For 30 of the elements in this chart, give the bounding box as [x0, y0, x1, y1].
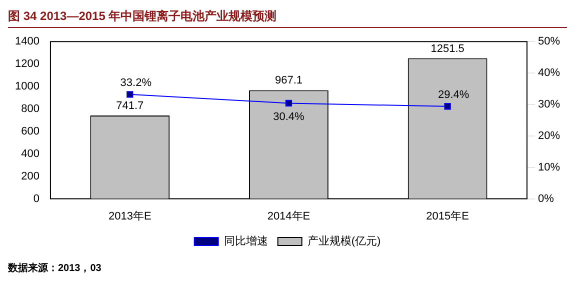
x-tick-label: 2014年E	[267, 210, 310, 222]
data-label: 1251.5	[430, 42, 464, 55]
y-tick-label: 0	[33, 192, 40, 205]
source-note: 数据来源：2013，03	[8, 262, 102, 275]
y2-tick-label: 50%	[538, 36, 560, 48]
y-tick-label: 600	[21, 125, 40, 138]
data-label: 33.2%	[120, 76, 152, 89]
y2-tick-label: 20%	[538, 130, 560, 142]
data-label: 30.4%	[273, 110, 305, 123]
y-tick-label: 200	[21, 170, 40, 182]
data-label: 29.4%	[438, 88, 470, 101]
x-tick-label: 2013年E	[108, 210, 152, 222]
point	[444, 103, 451, 110]
y2-tick-label: 40%	[538, 67, 560, 80]
point	[126, 91, 134, 98]
y-tick-label: 1200	[14, 58, 40, 70]
point	[285, 100, 292, 107]
y2-tick-label: 30%	[538, 98, 560, 111]
data-label: 967.1	[274, 74, 302, 87]
y-tick-label: 1000	[14, 80, 40, 93]
y2-tick-label: 0%	[538, 192, 554, 205]
legend-label: 产业规模(亿元)	[307, 234, 381, 248]
legend-label: 同比增速	[224, 234, 268, 248]
y-tick-label: 400	[21, 148, 40, 160]
chart-title: 图 34 2013—2015 年中国锂离子电池产业规模预测	[8, 8, 567, 28]
x-tick-label: 2015年E	[426, 210, 469, 222]
y-tick-label: 800	[21, 103, 40, 116]
data-label: 741.7	[116, 100, 144, 112]
y-tick-label: 1400	[14, 36, 40, 48]
y2-tick-label: 10%	[538, 161, 560, 174]
